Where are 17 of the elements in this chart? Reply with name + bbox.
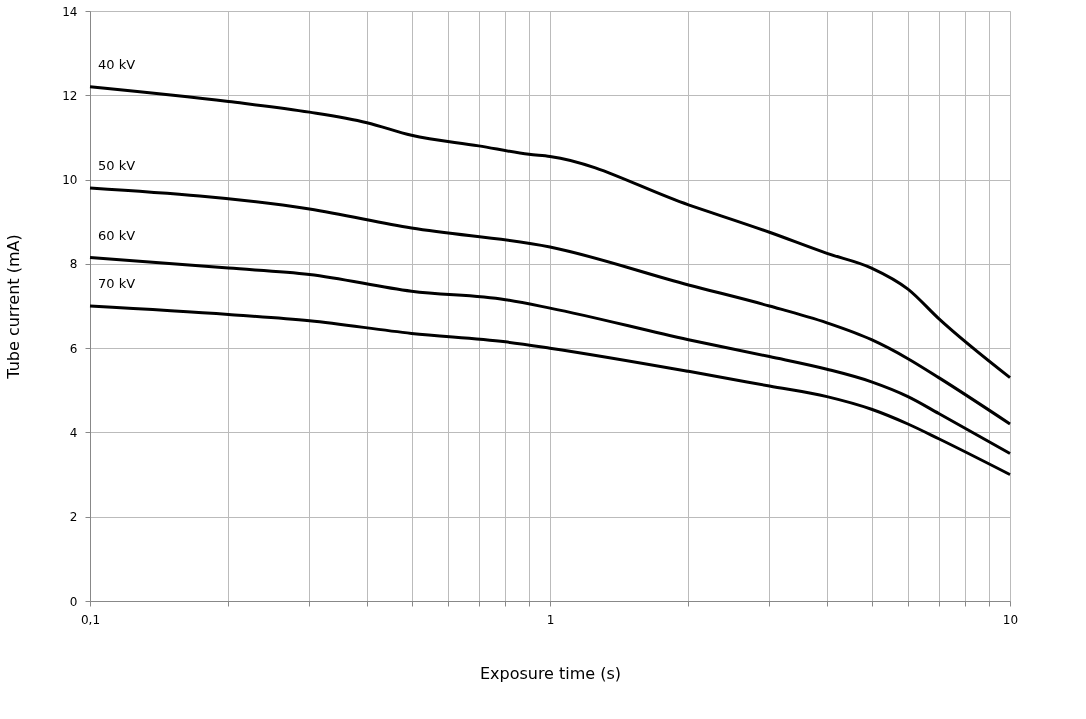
y-tick-label: 4 — [69, 425, 78, 440]
x-tick-label: 0,1 — [80, 612, 101, 627]
series-label: 40 kV — [98, 56, 136, 72]
y-tick-label: 6 — [69, 341, 78, 356]
y-tick-label: 12 — [62, 88, 78, 103]
y-tick-label: 10 — [62, 173, 78, 188]
y-axis-title: Tube current (mA) — [4, 234, 24, 380]
y-tick-label: 0 — [69, 594, 78, 609]
x-axis-title: Exposure time (s) — [479, 663, 622, 683]
y-tick-label: 14 — [62, 4, 78, 19]
series-label: 70 kV — [98, 276, 136, 291]
x-tick-label: 1 — [546, 612, 555, 627]
y-tick-label: 2 — [69, 510, 78, 525]
x-tick-label: 10 — [1002, 612, 1019, 627]
series-label: 60 kV — [98, 227, 136, 243]
series-label: 50 kV — [98, 158, 136, 173]
y-tick-label: 8 — [69, 257, 78, 272]
